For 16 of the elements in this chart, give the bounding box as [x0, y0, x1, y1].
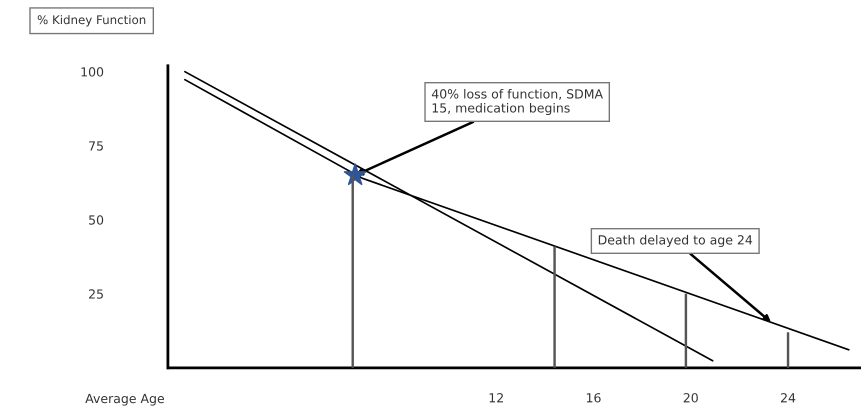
annotation: 40% loss of function, SDMA 15, medication begins: [432, 88, 603, 116]
x-tick-label: 24: [781, 393, 796, 402]
y-tick-label: 75: [89, 141, 103, 151]
y-tick-label: 25: [89, 289, 103, 299]
x-tick-label: 16: [586, 393, 601, 403]
x-axis-title: Average Age: [85, 394, 164, 406]
x-tick-label: 12: [490, 393, 503, 402]
bar: [786, 332, 790, 368]
y-tick-label: 100: [82, 67, 104, 77]
y-axis-title: % Kidney Function: [38, 15, 146, 26]
y-tick-label: 50: [89, 215, 104, 225]
annotation: Death delayed to age 24: [598, 234, 752, 248]
bar: [684, 294, 688, 368]
bar: [352, 175, 354, 368]
x-tick-label: 20: [684, 393, 698, 403]
bar: [553, 246, 556, 368]
